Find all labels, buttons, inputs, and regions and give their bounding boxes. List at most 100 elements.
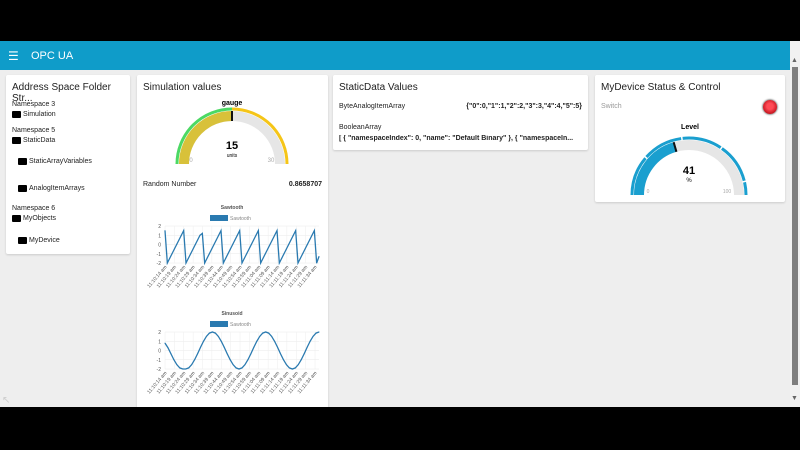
data-point xyxy=(213,244,215,245)
y-tick-label: 2 xyxy=(158,330,161,336)
namespace-label: Namespace 3 xyxy=(12,101,55,108)
gauge-value: 15 xyxy=(226,140,238,152)
data-point xyxy=(170,353,172,355)
data-point xyxy=(220,340,222,342)
level-max: 100 xyxy=(723,189,732,195)
switch-row: Switch xyxy=(601,103,779,110)
data-point xyxy=(295,230,297,232)
data-point xyxy=(191,364,193,366)
data-point xyxy=(220,230,222,232)
data-point xyxy=(197,353,199,355)
data-point xyxy=(290,239,292,241)
legend-label[interactable]: Sawtooth xyxy=(230,216,251,222)
data-point xyxy=(280,353,281,355)
tree-folder-item[interactable]: StaticData xyxy=(12,137,55,144)
data-point xyxy=(227,253,229,255)
data-point xyxy=(250,353,252,355)
data-point xyxy=(232,364,234,366)
data-point xyxy=(309,239,311,241)
data-point xyxy=(311,234,313,236)
data-point xyxy=(255,234,257,236)
data-point xyxy=(241,367,243,369)
folder-icon xyxy=(12,137,21,144)
y-tick-label: 1 xyxy=(158,233,161,239)
scroll-up-icon[interactable]: ▲ xyxy=(791,57,798,64)
data-point xyxy=(253,239,255,241)
data-point xyxy=(306,244,308,245)
data-point xyxy=(208,332,210,334)
data-point xyxy=(182,368,184,370)
namespace-label: Namespace 5 xyxy=(12,127,55,134)
byte-array-row: ByteAnalogItemArray {"0":0,"1":1,"2":2,"… xyxy=(339,103,582,110)
data-point xyxy=(282,359,284,361)
legend-label[interactable]: Sawtooth xyxy=(230,322,251,328)
tree-folder-item[interactable]: AnalogItemArrays xyxy=(18,185,85,192)
data-point xyxy=(243,257,245,259)
data-point xyxy=(316,262,318,264)
data-point xyxy=(167,347,169,349)
data-point xyxy=(291,368,293,370)
data-point xyxy=(274,234,276,236)
tree-item-label: StaticArrayVariables xyxy=(29,158,92,165)
data-point xyxy=(294,367,296,369)
data-point xyxy=(203,340,204,342)
data-point xyxy=(288,367,290,369)
data-point xyxy=(267,248,269,250)
gauge-label: gauge xyxy=(222,100,243,107)
data-point xyxy=(197,239,199,241)
data-point xyxy=(183,230,185,232)
sim-gauge-fill xyxy=(179,111,233,165)
data-point xyxy=(217,335,219,337)
data-point xyxy=(190,253,192,255)
data-point xyxy=(297,364,299,366)
legend-swatch[interactable] xyxy=(210,215,228,221)
data-point xyxy=(238,368,240,370)
data-point xyxy=(215,239,217,241)
data-point xyxy=(262,257,264,259)
folder-icon xyxy=(12,215,21,222)
tree-folder-item[interactable]: StaticArrayVariables xyxy=(18,158,92,165)
chart-title: Sawtooth xyxy=(221,205,244,211)
data-point xyxy=(318,331,320,333)
data-point xyxy=(246,253,248,255)
data-point xyxy=(188,367,190,369)
switch-label: Switch xyxy=(601,103,622,110)
data-point xyxy=(185,368,187,370)
gauge-max: 30 xyxy=(268,158,275,164)
scrollbar-thumb[interactable] xyxy=(792,67,798,385)
scrollbar[interactable]: ▲ ▼ xyxy=(790,41,800,407)
data-point xyxy=(206,257,208,259)
data-point xyxy=(244,364,246,366)
legend-swatch[interactable] xyxy=(210,321,228,327)
data-point xyxy=(222,262,224,264)
data-point xyxy=(232,244,234,245)
level-label: Level xyxy=(681,124,699,131)
data-point xyxy=(250,244,252,245)
scroll-down-icon[interactable]: ▼ xyxy=(791,395,798,402)
level-gauge-sector xyxy=(630,136,748,196)
data-point xyxy=(173,359,175,361)
tree-folder-item[interactable]: Simulation xyxy=(12,111,56,118)
data-point xyxy=(292,234,294,236)
data-point xyxy=(312,335,314,337)
device-card: MyDevice Status & Control Switch Level 4… xyxy=(595,75,785,202)
y-tick-label: -1 xyxy=(157,358,162,364)
random-number-label: Random Number xyxy=(143,181,197,188)
data-point xyxy=(214,332,216,334)
address-space-card: Address Space Folder Str... Namespace 3 S… xyxy=(6,75,130,254)
random-number-row: Random Number 0.8658707 xyxy=(143,181,322,188)
hamburger-icon[interactable]: ☰ xyxy=(8,48,19,63)
data-point xyxy=(271,239,273,241)
data-point xyxy=(300,359,302,361)
tree-folder-item[interactable]: MyObjects xyxy=(12,215,56,222)
random-number-value: 0.8658707 xyxy=(288,181,322,188)
data-point xyxy=(318,256,320,258)
data-point xyxy=(169,257,171,259)
data-point xyxy=(201,232,203,234)
tree-folder-item[interactable]: MyDevice xyxy=(18,237,60,244)
data-point xyxy=(276,230,278,232)
level-gauge: Level 41 % 0 100 xyxy=(630,124,748,196)
tree-item-label: StaticData xyxy=(23,137,56,144)
switch-led-indicator[interactable] xyxy=(763,100,777,114)
